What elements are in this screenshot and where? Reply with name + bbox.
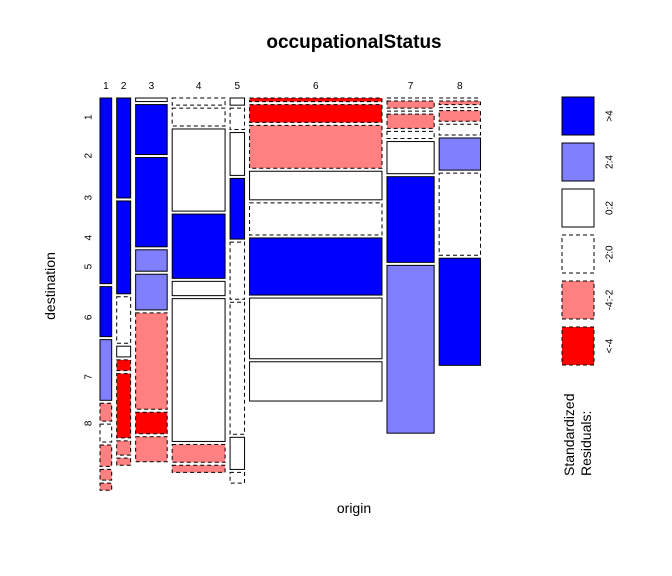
mosaic-tile <box>116 200 132 295</box>
legend: >4 2:4 0:2 -2:0 -4:-2 <-4 Standardized Residual… <box>561 96 616 476</box>
mosaic-tile <box>135 97 168 103</box>
legend-swatch <box>561 234 595 274</box>
legend-label: 0:2 <box>605 201 616 215</box>
mosaic-tile <box>135 312 168 410</box>
mosaic-tile <box>229 97 246 106</box>
destination-tick-label: 6 <box>84 314 95 320</box>
y-axis-label: destination <box>42 252 58 320</box>
mosaic-tile <box>99 402 113 422</box>
legend-swatch <box>561 326 595 366</box>
mosaic-tile <box>438 137 482 171</box>
mosaic-tile <box>386 264 435 434</box>
origin-tick-labels: 1 2 3 4 5 6 7 8 <box>103 81 463 92</box>
mosaic-tile <box>438 172 482 256</box>
mosaic-tile <box>229 436 246 470</box>
mosaic-tile <box>438 257 482 366</box>
mosaic-tile <box>99 444 113 467</box>
mosaic-tile <box>249 170 383 201</box>
mosaic-tile <box>249 237 383 296</box>
origin-tick-label: 3 <box>149 81 155 92</box>
chart-title: occupationalStatus <box>266 32 441 53</box>
origin-tick-label: 7 <box>408 81 414 92</box>
destination-tick-label: 3 <box>84 194 95 200</box>
mosaic-tile <box>135 157 168 248</box>
mosaic-tile <box>135 436 168 463</box>
x-axis-label: origin <box>337 500 371 516</box>
origin-tick-label: 5 <box>235 81 241 92</box>
mosaic-tile <box>116 373 132 439</box>
legend-label: >4 <box>605 110 616 122</box>
destination-tick-label: 8 <box>84 420 95 426</box>
mosaic-tile <box>249 104 383 123</box>
destination-tick-label: 1 <box>84 114 95 120</box>
mosaic-tile <box>229 241 246 300</box>
mosaic-tile <box>116 457 132 466</box>
mosaic-tile <box>171 464 226 473</box>
legend-label: -2:0 <box>605 245 616 263</box>
mosaic-tile <box>171 213 226 279</box>
mosaic-tile <box>99 423 113 443</box>
legend-swatch <box>561 142 595 182</box>
mosaic-tile <box>99 482 113 491</box>
mosaic-tile <box>249 124 383 169</box>
mosaic-tile <box>116 345 132 358</box>
mosaic-tile <box>229 132 246 176</box>
mosaic-tile <box>386 130 435 140</box>
mosaic-tile <box>171 298 226 442</box>
mosaic-tiles <box>99 97 482 491</box>
mosaic-tile <box>171 443 226 463</box>
destination-tick-label: 2 <box>84 152 95 158</box>
mosaic-tile <box>229 301 246 435</box>
origin-tick-label: 1 <box>103 81 109 92</box>
mosaic-tile <box>116 97 132 199</box>
mosaic-tile <box>171 97 226 106</box>
legend-label: -4:-2 <box>605 289 616 310</box>
legend-swatch <box>561 96 595 136</box>
destination-tick-label: 5 <box>84 263 95 269</box>
mosaic-tile <box>229 471 246 484</box>
mosaic-tile <box>229 177 246 240</box>
legend-swatch <box>561 188 595 228</box>
origin-tick-label: 6 <box>313 81 319 92</box>
legend-label: 2:4 <box>605 155 616 169</box>
mosaic-tile <box>135 249 168 272</box>
mosaic-tile <box>135 411 168 435</box>
mosaic-tile <box>116 296 132 344</box>
mosaic-tile <box>99 339 113 401</box>
mosaic-tile <box>171 280 226 297</box>
legend-swatch <box>561 280 595 320</box>
mosaic-tile <box>229 107 246 131</box>
legend-title: Residuals: <box>578 411 594 476</box>
mosaic-tile <box>438 100 482 106</box>
origin-tick-label: 8 <box>457 81 463 92</box>
mosaic-tile <box>438 110 482 122</box>
mosaic-tile <box>249 297 383 360</box>
mosaic-tile <box>386 141 435 175</box>
mosaic-tile <box>386 113 435 129</box>
mosaic-tile <box>249 97 383 103</box>
origin-tick-label: 4 <box>196 81 202 92</box>
mosaic-tile <box>171 128 226 212</box>
mosaic-tile <box>99 286 113 338</box>
mosaic-tile <box>99 97 113 285</box>
mosaic-tile <box>171 107 226 127</box>
mosaic-tile <box>249 361 383 402</box>
mosaic-tile <box>116 440 132 456</box>
destination-tick-label: 7 <box>84 374 95 380</box>
mosaic-tile <box>386 176 435 263</box>
mosaic-tile <box>386 100 435 109</box>
destination-tick-label: 4 <box>84 235 95 241</box>
origin-tick-label: 2 <box>121 81 127 92</box>
mosaic-tile <box>99 468 113 481</box>
mosaic-tile <box>249 202 383 236</box>
legend-title: Standardized <box>561 393 577 476</box>
mosaic-tile <box>116 359 132 372</box>
mosaic-tile <box>135 273 168 311</box>
legend-label: <-4 <box>605 338 616 353</box>
mosaic-tile <box>135 104 168 156</box>
destination-tick-labels: 1 2 3 4 5 6 7 8 <box>84 114 95 426</box>
mosaic-tile <box>438 123 482 136</box>
